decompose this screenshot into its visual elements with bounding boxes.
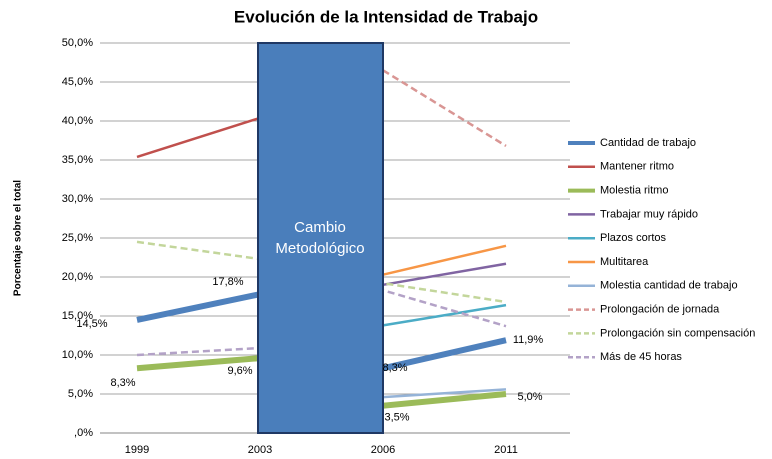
y-tick-label: 25,0% — [62, 232, 93, 244]
value-label: 17,8% — [212, 276, 243, 288]
value-label: 14,5% — [76, 318, 107, 330]
y-tick-label: 40,0% — [62, 115, 93, 127]
legend-label: Plazos cortos — [600, 232, 667, 244]
x-tick-label: 2011 — [494, 444, 518, 456]
y-tick-label: 30,0% — [62, 193, 93, 205]
y-axis-label: Porcentaje sobre el total — [13, 180, 24, 296]
y-tick-label: 45,0% — [62, 76, 93, 88]
value-label: 9,6% — [227, 365, 252, 377]
value-label: 11,9% — [513, 334, 544, 346]
series-line — [382, 69, 507, 148]
legend-label: Trabajar muy rápido — [600, 208, 698, 220]
legend-label: Mantener ritmo — [600, 161, 674, 173]
series-line — [382, 262, 507, 287]
y-tick-label: 50,0% — [62, 37, 93, 49]
legend-label: Cantidad de trabajo — [600, 137, 696, 149]
legend-label: Prolongación de jornada — [600, 304, 720, 316]
legend-label: Más de 45 horas — [600, 351, 682, 363]
annotation-box — [257, 42, 384, 434]
y-tick-label: 35,0% — [62, 154, 93, 166]
y-tick-label: ,0% — [74, 427, 93, 439]
legend-label: Molestia cantidad de trabajo — [600, 280, 738, 292]
value-label: 8,3% — [382, 362, 407, 374]
series-line — [136, 240, 507, 304]
series-line — [382, 388, 507, 399]
annotation-text: Metodológico — [275, 240, 364, 257]
y-tick-label: 10,0% — [62, 349, 93, 361]
y-tick-label: 5,0% — [68, 388, 93, 400]
x-tick-label: 2003 — [248, 444, 272, 456]
value-label: 5,0% — [517, 391, 542, 403]
series-line — [382, 244, 507, 276]
chart-title: Evolución de la Intensidad de Trabajo — [234, 7, 538, 26]
legend-label: Prolongación sin compensación — [600, 327, 755, 339]
x-tick-label: 2006 — [371, 444, 395, 456]
series-line — [136, 116, 261, 159]
value-label: 8,3% — [110, 377, 135, 389]
y-tick-label: 15,0% — [62, 310, 93, 322]
value-label: 3,5% — [384, 412, 409, 424]
legend-label: Multitarea — [600, 256, 649, 268]
legend-label: Molestia ritmo — [600, 185, 668, 197]
y-tick-label: 20,0% — [62, 271, 93, 283]
annotation-text: Cambio — [294, 219, 346, 236]
x-tick-label: 1999 — [125, 444, 149, 456]
series-line — [382, 303, 507, 327]
